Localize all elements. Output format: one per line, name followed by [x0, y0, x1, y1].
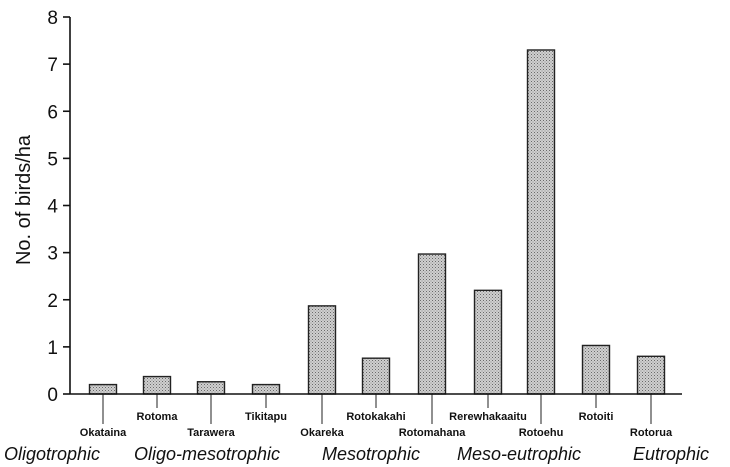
y-tick-label: 8: [47, 8, 58, 29]
category-label-rotoiti: Rotoiti: [579, 411, 614, 423]
zone-label-meso-eutrophic: Meso-eutrophic: [457, 444, 581, 464]
bar-rerewhakaaitu: [473, 289, 503, 395]
category-label-tikitapu: Tikitapu: [245, 411, 287, 423]
zone-label-oligotrophic: Oligotrophic: [4, 444, 100, 464]
y-tick-label: 5: [47, 149, 58, 170]
trophic-zone-labels: Oligotrophic Oligo-mesotrophic Mesotrophic…: [4, 444, 709, 464]
bars: [88, 49, 666, 395]
y-tick-label: 4: [47, 197, 58, 218]
category-label-rotoma: Rotoma: [137, 411, 179, 423]
category-label-okareka: Okareka: [300, 427, 344, 439]
bar-rotomahana: [417, 253, 447, 395]
y-tick-label: 1: [47, 338, 58, 359]
bar-okareka: [307, 305, 337, 395]
y-tick-label: 7: [47, 55, 58, 76]
category-label-rotokakahi: Rotokakahi: [346, 411, 405, 423]
zone-label-eutrophic: Eutrophic: [633, 444, 709, 464]
bar-rotokakahi: [361, 357, 391, 395]
category-label-rotomahana: Rotomahana: [399, 427, 467, 439]
category-label-rotorua: Rotorua: [630, 427, 673, 439]
y-tick-label: 2: [47, 291, 58, 312]
y-axis: 0 1 2 3 4 5 6 7 8: [47, 8, 70, 406]
y-tick-label: 3: [47, 244, 58, 265]
category-label-rotoehu: Rotoehu: [519, 427, 564, 439]
category-label-tarawera: Tarawera: [187, 427, 235, 439]
y-tick-label: 0: [47, 385, 58, 406]
bar-tarawera: [196, 381, 226, 395]
bar-tikitapu: [251, 383, 281, 395]
bar-rotoma: [142, 375, 172, 395]
bar-okataina: [88, 383, 118, 395]
zone-label-mesotrophic: Mesotrophic: [322, 444, 420, 464]
zone-label-oligo-mesotrophic: Oligo-mesotrophic: [134, 444, 280, 464]
bar-rotoiti: [581, 344, 611, 395]
bar-rotoehu: [526, 49, 556, 395]
category-label-rerewhakaaitu: Rerewhakaaitu: [449, 411, 527, 423]
bar-rotorua: [636, 355, 666, 395]
y-tick-label: 6: [47, 102, 58, 123]
x-axis-labels: OkatainaRotomaTaraweraTikitapuOkarekaRot…: [80, 394, 673, 439]
y-axis-label: No. of birds/ha: [13, 134, 35, 265]
category-label-okataina: Okataina: [80, 427, 127, 439]
